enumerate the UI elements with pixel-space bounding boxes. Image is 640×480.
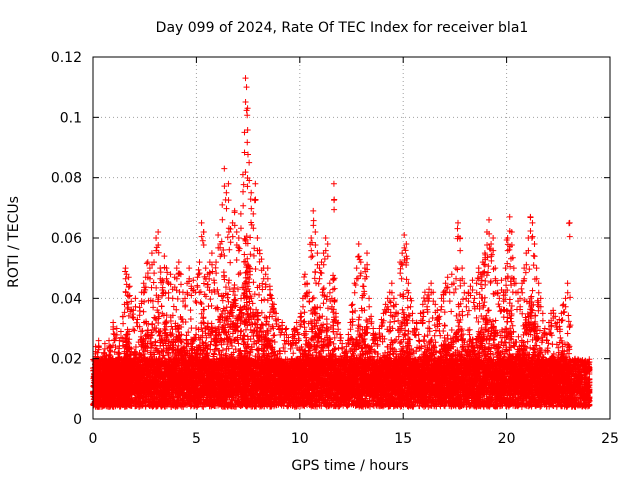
data-point [207, 296, 214, 303]
data-point [224, 234, 231, 241]
data-point [187, 307, 194, 314]
data-point [226, 246, 233, 253]
data-point [140, 308, 147, 315]
data-point [225, 197, 232, 204]
data-point [123, 331, 130, 338]
data-point [208, 302, 215, 309]
data-point [231, 207, 238, 214]
data-point [117, 328, 124, 335]
data-point [223, 205, 230, 212]
data-point [235, 271, 242, 278]
data-point [210, 277, 217, 284]
x-axis-label: GPS time / hours [291, 458, 408, 474]
data-point [190, 277, 197, 284]
data-point [200, 242, 207, 249]
data-point [120, 320, 127, 327]
data-point [233, 228, 240, 235]
data-point [169, 295, 176, 302]
data-point [204, 281, 211, 288]
data-point [227, 259, 234, 266]
data-point [165, 289, 172, 296]
data-point [133, 319, 140, 326]
data-point [95, 343, 102, 350]
data-point [208, 250, 215, 257]
data-point [187, 316, 194, 323]
y-axis-label: ROTI / TECUs [6, 196, 22, 288]
data-point [231, 296, 238, 303]
data-point [235, 235, 242, 241]
data-point [139, 327, 146, 334]
data-point [221, 272, 228, 279]
data-point [153, 284, 160, 291]
data-point [161, 253, 168, 260]
data-point [143, 260, 150, 267]
data-point [215, 231, 222, 238]
data-point [151, 270, 158, 277]
data-point [101, 345, 108, 352]
data-point [155, 228, 162, 235]
data-point [138, 328, 145, 335]
data-point [113, 325, 120, 332]
data-point [177, 281, 184, 288]
data-point [153, 235, 160, 241]
data-point [175, 259, 182, 266]
data-point [150, 304, 157, 311]
data-point [212, 264, 219, 271]
data-point [132, 295, 139, 302]
data-point [182, 318, 189, 325]
data-point [219, 201, 226, 208]
data-point [233, 256, 240, 263]
data-point [219, 216, 226, 223]
data-point [106, 337, 113, 344]
data-point [156, 328, 163, 335]
data-point [227, 239, 234, 246]
data-point [184, 289, 191, 296]
data-point [158, 303, 165, 310]
data-point [208, 320, 215, 327]
data-point [221, 165, 228, 172]
data-point [194, 284, 201, 291]
data-point [199, 237, 206, 244]
data-point [122, 265, 129, 272]
data-point [122, 275, 129, 282]
data-point [95, 337, 102, 344]
data-point [195, 266, 202, 273]
data-point [110, 319, 117, 326]
data-point [223, 189, 230, 196]
data-point [231, 281, 238, 288]
data-points [90, 75, 593, 410]
chart-title: Day 099 of 2024, Rate Of TEC Index for r… [156, 20, 529, 36]
data-point [157, 269, 164, 276]
data-point [124, 300, 131, 307]
data-point [202, 265, 209, 272]
data-point [174, 295, 181, 302]
data-point [219, 347, 226, 354]
data-point [157, 265, 164, 272]
data-point [131, 327, 138, 334]
data-point [196, 259, 203, 266]
data-point [182, 303, 189, 310]
data-point [229, 233, 236, 240]
data-point [219, 297, 226, 304]
data-point [198, 219, 205, 226]
data-point [192, 298, 199, 305]
data-point [159, 348, 166, 355]
data-point [196, 289, 203, 296]
data-point [193, 299, 200, 306]
data-point [186, 265, 193, 272]
